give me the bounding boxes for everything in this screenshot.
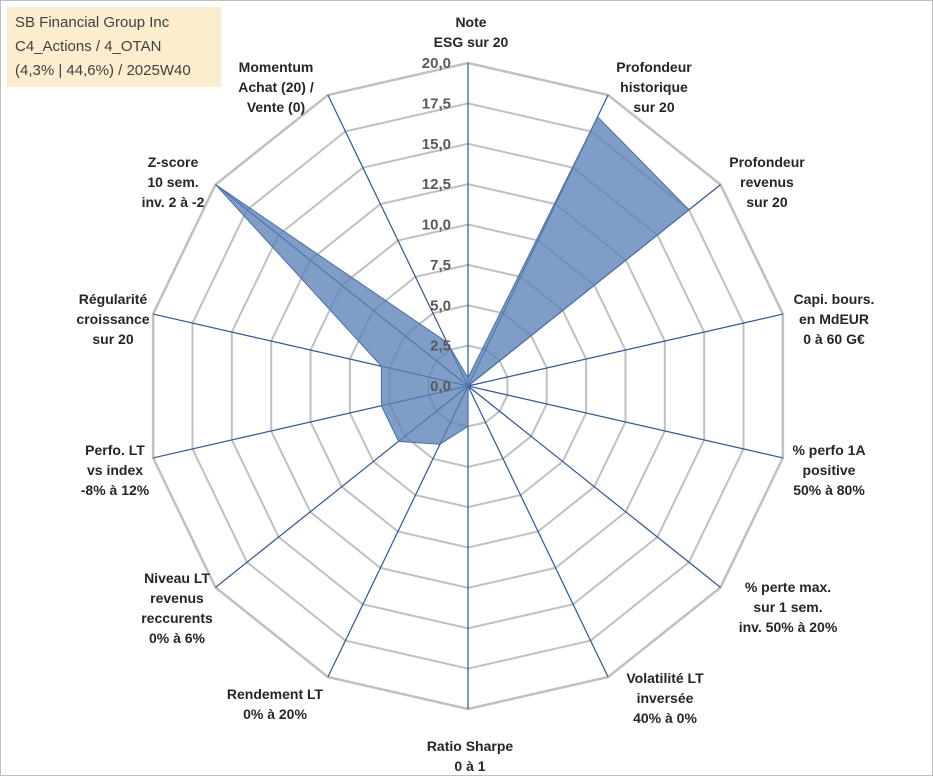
chart-info-box: SB Financial Group Inc C4_Actions / 4_OT… [7, 7, 221, 87]
tick-label-2: 5,0 [430, 297, 451, 314]
axis-label-10: Perfo. LT vs index -8% à 12% [81, 442, 150, 498]
axis-label-11: Régularité croissance sur 20 [76, 291, 149, 347]
spoke-13 [327, 94, 469, 387]
spoke-6 [467, 385, 609, 678]
spoke-3 [467, 313, 784, 387]
stats-label: (4,3% | 44,6%) / 2025W40 [15, 62, 191, 79]
axis-label-9: Niveau LT revenus reccurents 0% à 6% [141, 570, 213, 646]
tick-label-0: 0,0 [430, 378, 451, 395]
tick-label-3: 7,5 [430, 257, 451, 274]
tick-label-5: 12,5 [422, 176, 451, 193]
tick-label-6: 15,0 [422, 136, 451, 153]
axis-label-5: % perte max. sur 1 sem. inv. 50% à 20% [739, 579, 838, 635]
axis-label-6: Volatilité LT inversée 40% à 0% [626, 670, 704, 726]
spoke-4 [467, 385, 784, 459]
tick-label-4: 10,0 [422, 217, 451, 234]
company-name: SB Financial Group Inc [15, 14, 170, 31]
tick-label-7: 17,5 [422, 95, 451, 112]
axis-label-8: Rendement LT 0% à 20% [227, 686, 324, 722]
axis-label-1: Profondeur historique sur 20 [616, 59, 692, 115]
spoke-5 [467, 385, 721, 588]
axis-label-4: % perfo 1A positive 50% à 80% [792, 442, 865, 498]
axis-label-12: Z-score 10 sem. inv. 2 à -2 [142, 154, 205, 210]
axis-label-2: Profondeur revenus sur 20 [729, 154, 805, 210]
tick-label-8: 20,0 [422, 55, 451, 72]
axis-label-0: Note ESG sur 20 [434, 14, 509, 50]
tick-label-1: 2,5 [430, 338, 451, 355]
axis-label-13: Momentum Achat (20) / Vente (0) [238, 59, 314, 115]
axis-label-7: Ratio Sharpe 0 à 1 [427, 738, 514, 774]
axis-label-3: Capi. bours. en MdEUR 0 à 60 G€ [794, 291, 875, 347]
portfolio-label: C4_Actions / 4_OTAN [15, 38, 162, 55]
series-area-0 [215, 115, 690, 445]
